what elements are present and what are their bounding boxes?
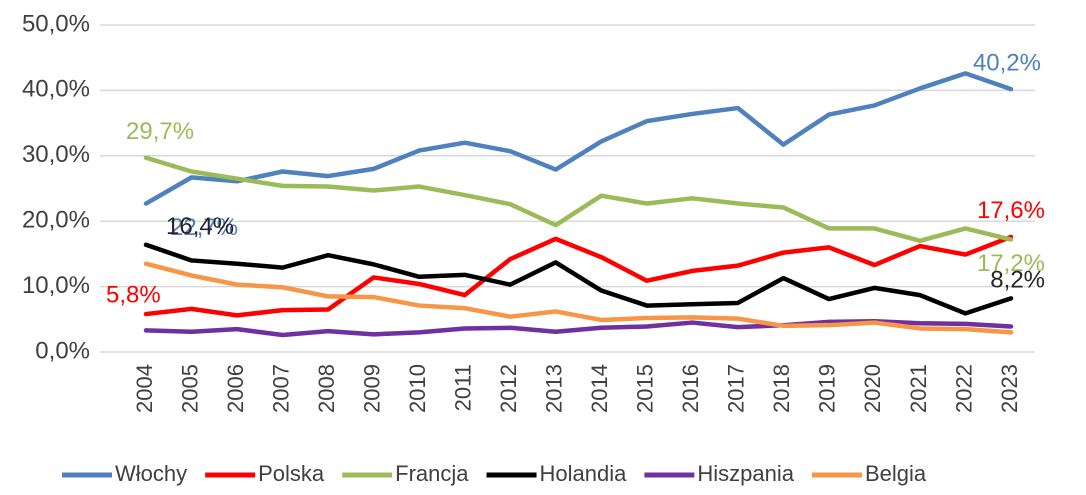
data-label: 5,8%	[106, 281, 161, 308]
y-tick-label: 10,0%	[22, 272, 90, 299]
legend-label: Polska	[258, 461, 325, 486]
y-tick-label: 0,0%	[35, 337, 90, 364]
x-tick-label: 2006	[223, 364, 248, 413]
data-label: 16,4%	[166, 213, 234, 240]
line-series	[143, 234, 1014, 318]
x-tick-label: 2016	[678, 364, 703, 413]
legend-label: Holandia	[540, 461, 628, 486]
legend-label: Francja	[395, 461, 469, 486]
x-tick-label: 2012	[496, 364, 521, 413]
x-tick-label: 2015	[633, 364, 658, 413]
y-tick-label: 30,0%	[22, 141, 90, 168]
x-tick-label: 2018	[769, 364, 794, 413]
data-label: 40,2%	[973, 49, 1041, 76]
x-tick-label: 2010	[405, 364, 430, 413]
data-label: 17,2%	[977, 250, 1045, 277]
legend-label: Belgia	[865, 461, 927, 486]
legend-label: Hiszpania	[697, 461, 794, 486]
y-tick-label: 20,0%	[22, 207, 90, 234]
x-tick-label: 2017	[724, 364, 749, 413]
x-tick-label: 2008	[314, 364, 339, 413]
x-tick-label: 2014	[587, 364, 612, 413]
x-tick-label: 2009	[359, 364, 384, 413]
y-tick-label: 50,0%	[22, 10, 90, 37]
line-series	[143, 242, 1014, 316]
x-tick-label: 2020	[860, 364, 885, 413]
y-tick-label: 40,0%	[22, 76, 90, 103]
x-tick-label: 2022	[951, 364, 976, 413]
x-tick-label: 2005	[177, 364, 202, 413]
line-series	[143, 261, 1014, 335]
x-tick-label: 2013	[542, 364, 567, 413]
x-tick-label: 2004	[132, 364, 157, 413]
x-tick-label: 2019	[815, 364, 840, 413]
data-label: 17,6%	[977, 197, 1045, 224]
data-label: 22,7%	[170, 214, 238, 241]
x-tick-label: 2007	[268, 364, 293, 413]
legend-label: Włochy	[115, 461, 187, 486]
line-series	[143, 155, 1014, 244]
x-tick-label: 2021	[906, 364, 931, 413]
line-series	[143, 71, 1014, 206]
x-tick-label: 2011	[450, 364, 475, 411]
data-label: 8,2%	[990, 267, 1045, 294]
x-tick-label: 2023	[997, 364, 1022, 413]
data-label: 29,7%	[126, 118, 194, 145]
